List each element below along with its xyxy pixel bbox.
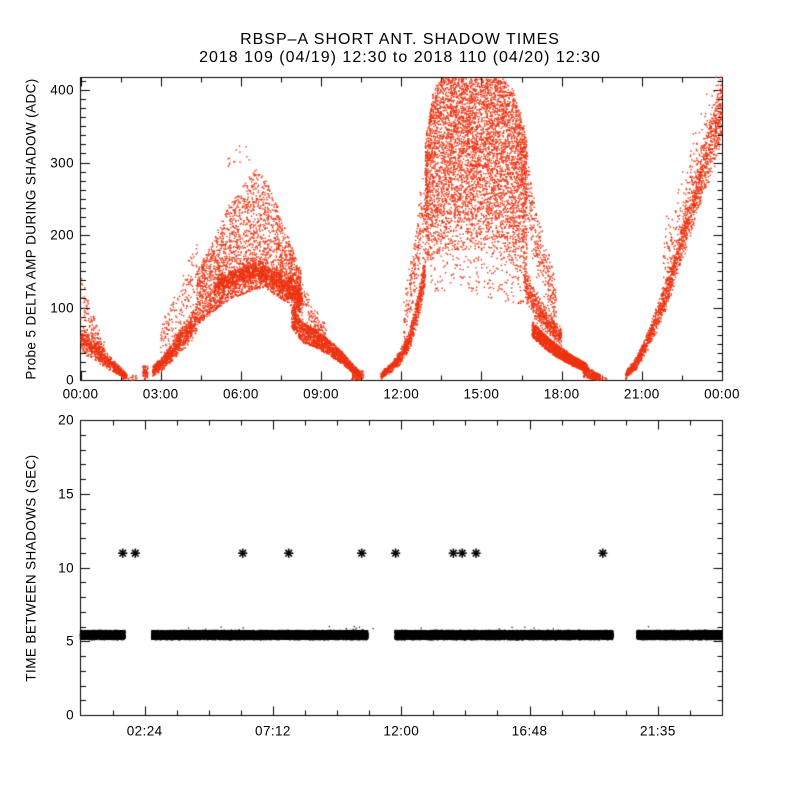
- top-x-tick-label: 00:00: [62, 386, 99, 402]
- top-x-tick-label: 06:00: [222, 386, 259, 402]
- bottom-y-tick-label: 20: [58, 412, 74, 428]
- top-x-tick-label: 21:00: [623, 386, 660, 402]
- bottom-y-tick-label: 10: [58, 560, 74, 575]
- top-x-tick-label: 15:00: [463, 386, 500, 402]
- chart-title: RBSP–A SHORT ANT. SHADOW TIMES: [240, 31, 560, 48]
- top-x-tick-label: 18:00: [543, 386, 580, 402]
- top-x-tick-label: 00:00: [704, 386, 740, 402]
- chart-subtitle-date-range: 2018 109 (04/19) 12:30 to 2018 110 (04/2…: [199, 49, 601, 66]
- top-x-tick-label: 12:00: [383, 386, 420, 402]
- bottom-panel-y-axis-title: TIME BETWEEN SHADOWS (SEC): [23, 453, 39, 682]
- top-y-tick-label: 100: [50, 300, 74, 315]
- top-y-tick-label: 0: [66, 372, 74, 388]
- top-x-tick-label: 03:00: [142, 386, 179, 402]
- bottom-x-tick-label: 12:00: [383, 723, 420, 739]
- bottom-x-tick-label: 21:35: [639, 723, 676, 739]
- top-y-tick-label: 300: [50, 155, 74, 170]
- top-x-tick-label: 09:00: [303, 386, 339, 402]
- top-y-tick-label: 200: [50, 227, 74, 243]
- bottom-x-tick-label: 16:48: [511, 723, 548, 739]
- bottom-y-tick-label: 0: [66, 707, 74, 723]
- bottom-x-tick-label: 02:24: [126, 723, 163, 739]
- bottom-y-tick-label: 5: [66, 633, 74, 649]
- bottom-x-tick-label: 07:12: [255, 723, 291, 739]
- bottom-y-tick-label: 15: [58, 486, 74, 502]
- top-y-tick-label: 400: [50, 82, 74, 98]
- top-panel-y-axis-title: Probe 5 DELTA AMP DURING SHADOW (ADC): [23, 77, 39, 380]
